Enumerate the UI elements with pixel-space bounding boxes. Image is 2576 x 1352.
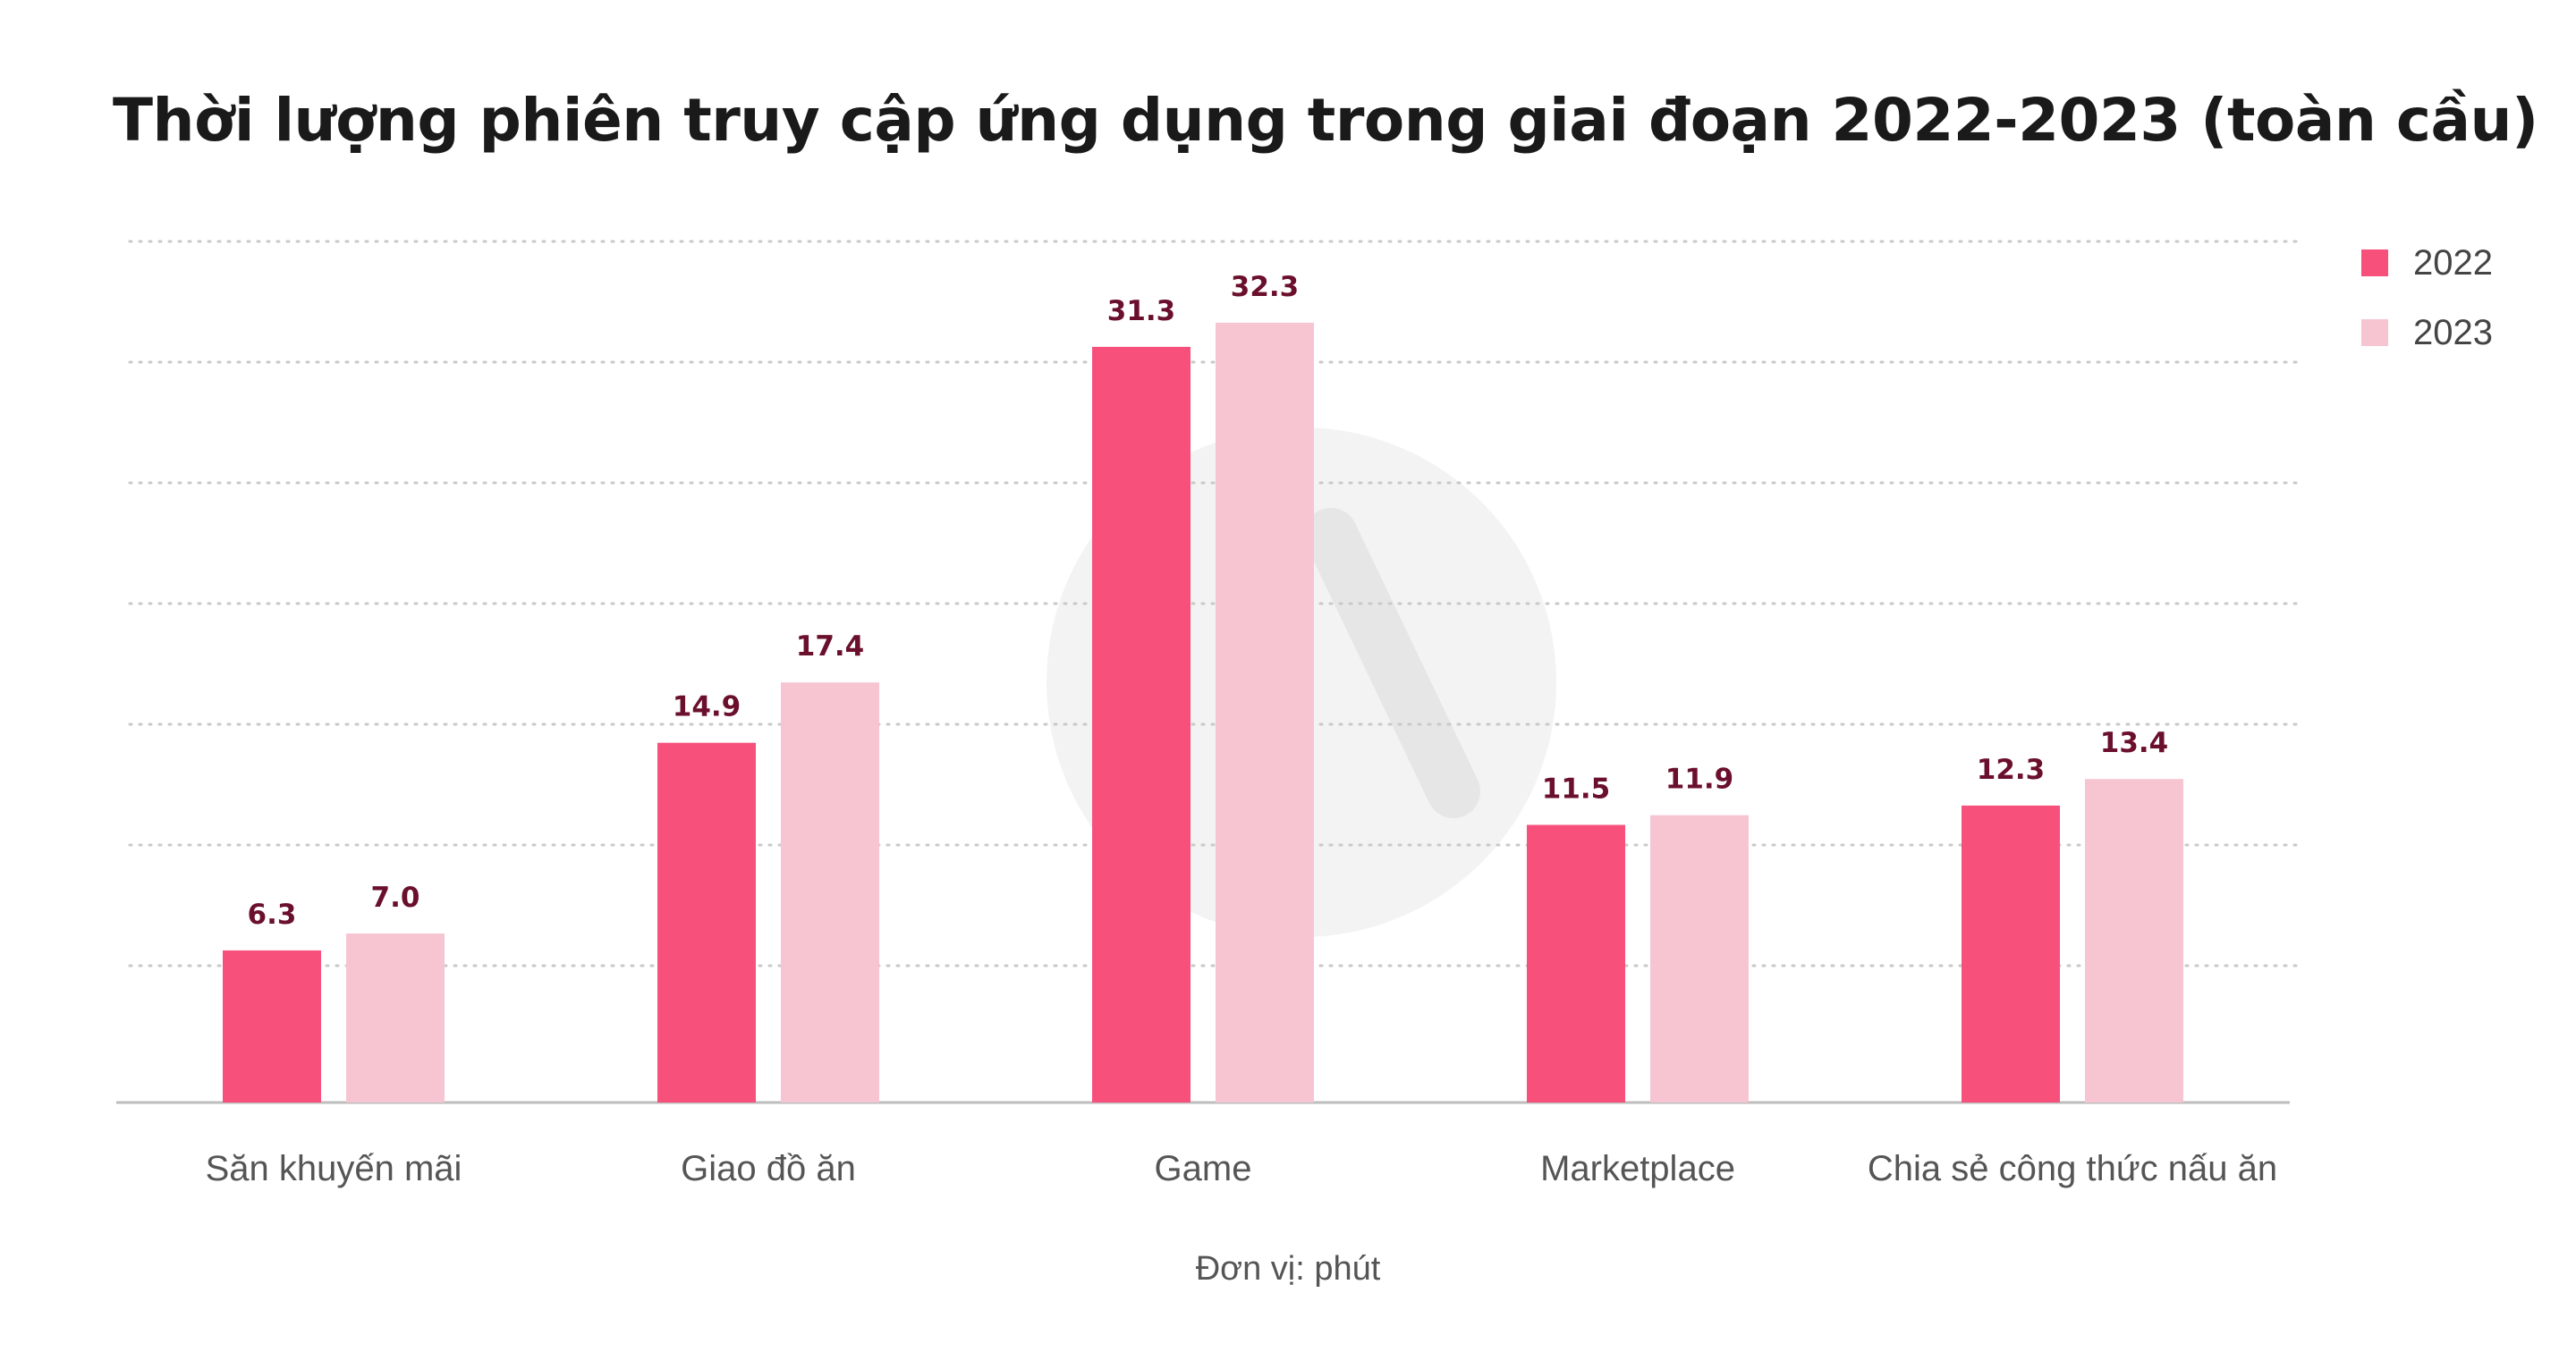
legend-item-2023: 2023 (2361, 298, 2493, 368)
x-tick-label-0: Săn khuyến mãi (206, 1149, 462, 1188)
value-label-2022-3: 11.5 (1542, 773, 1611, 806)
bar-2023-1 (781, 682, 879, 1103)
x-tick-label-2: Game (1155, 1149, 1252, 1188)
legend-item-2022: 2022 (2361, 228, 2493, 298)
value-label-2022-1: 14.9 (673, 691, 741, 723)
bar-2023-2 (1216, 322, 1314, 1103)
legend-label-2023: 2023 (2413, 312, 2493, 352)
legend-swatch-2022 (2361, 249, 2388, 276)
value-label-2023-0: 7.0 (371, 882, 420, 914)
bar-2023-4 (2085, 779, 2183, 1103)
bar-2023-3 (1650, 815, 1749, 1103)
value-label-2022-4: 12.3 (1977, 754, 2046, 786)
value-label-2023-1: 17.4 (796, 630, 865, 663)
watermark-logo-stroke (1304, 508, 1480, 818)
bar-2022-2 (1092, 346, 1191, 1103)
chart-title: Thời lượng phiên truy cập ứng dụng trong… (113, 86, 2538, 155)
bar-2022-3 (1527, 824, 1625, 1103)
x-tick-label-3: Marketplace (1540, 1149, 1735, 1188)
legend-label-2022: 2022 (2413, 242, 2493, 283)
x-tick-label-4: Chia sẻ công thức nấu ăn (1868, 1149, 2277, 1188)
legend-swatch-2023 (2361, 319, 2388, 346)
value-label-2022-2: 31.3 (1107, 295, 1176, 327)
x-tick-label-1: Giao đồ ăn (681, 1149, 856, 1188)
unit-note: Đơn vị: phút (1195, 1250, 1381, 1288)
bar-2023-0 (346, 934, 445, 1103)
bar-2022-1 (657, 742, 756, 1103)
value-label-2023-2: 32.3 (1231, 271, 1300, 303)
bar-2022-4 (1962, 805, 2060, 1103)
value-label-2022-0: 6.3 (248, 899, 297, 931)
legend: 2022 2023 (2361, 228, 2493, 368)
value-label-2023-4: 13.4 (2100, 727, 2169, 759)
bar-2022-0 (223, 950, 321, 1103)
value-label-2023-3: 11.9 (1665, 764, 1734, 796)
